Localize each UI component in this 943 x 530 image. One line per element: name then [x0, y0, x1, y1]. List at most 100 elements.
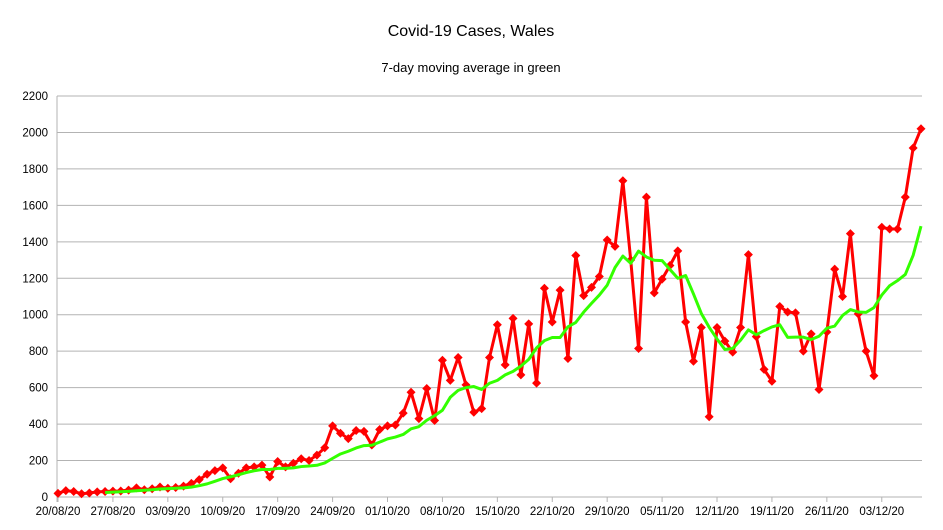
daily-cases-point: [892, 224, 902, 234]
daily-cases-point: [806, 329, 816, 339]
daily-cases-point: [610, 241, 620, 251]
chart-subtitle: 7-day moving average in green: [381, 60, 560, 75]
y-tick-label: 1000: [22, 310, 48, 322]
daily-cases-point: [657, 274, 667, 284]
daily-cases-point: [571, 250, 581, 260]
daily-cases-point: [775, 302, 785, 312]
x-tick-label: 03/12/20: [859, 506, 904, 518]
daily-cases-point: [641, 192, 651, 202]
y-tick-label: 2200: [22, 91, 48, 103]
daily-cases-point: [53, 488, 63, 498]
daily-cases-point: [634, 343, 644, 353]
daily-cases-point: [218, 463, 228, 473]
daily-cases-point: [485, 353, 494, 363]
daily-cases-point: [539, 283, 549, 293]
x-tick-label: 22/10/20: [530, 506, 575, 518]
y-tick-label: 400: [29, 419, 48, 431]
daily-cases-line: [57, 128, 923, 496]
x-tick-label: 19/11/20: [750, 506, 794, 518]
daily-cases-point: [524, 319, 534, 329]
y-tick-label: 1200: [22, 273, 48, 285]
x-tick-label: 15/10/20: [475, 506, 520, 518]
daily-cases-point: [885, 224, 895, 234]
daily-cases-point: [312, 450, 322, 460]
x-tick-label: 03/09/20: [145, 506, 190, 518]
x-tick-label: 20/08/20: [36, 506, 81, 518]
x-axis-tick-labels: 20/08/20 27/08/20 03/09/20 10/09/20 17/09/20…: [36, 506, 905, 518]
daily-cases-point: [790, 308, 800, 318]
x-tick-label: 08/10/20: [420, 506, 465, 518]
daily-cases-point: [877, 222, 887, 232]
daily-cases-point: [688, 356, 698, 366]
daily-cases-point: [61, 486, 71, 496]
x-tick-label: 27/08/20: [91, 506, 136, 518]
daily-cases-point: [414, 414, 424, 424]
y-tick-label: 2000: [22, 127, 48, 139]
daily-cases-point: [69, 487, 79, 497]
daily-cases-point: [210, 466, 220, 476]
daily-cases-point: [453, 353, 463, 363]
daily-cases-point: [508, 313, 518, 323]
daily-cases-point: [516, 370, 526, 380]
daily-cases-point: [673, 246, 683, 256]
x-tick-label: 17/09/20: [255, 506, 300, 518]
daily-cases-point: [77, 489, 87, 499]
daily-cases-point: [736, 322, 746, 332]
daily-cases-point: [696, 322, 706, 332]
x-tick-label: 26/11/20: [805, 506, 849, 518]
y-tick-label: 1600: [22, 200, 48, 212]
daily-cases-point: [704, 412, 714, 422]
daily-cases-point: [202, 469, 212, 479]
daily-cases-point: [304, 456, 314, 466]
y-tick-label: 800: [29, 346, 48, 358]
x-tick-label: 01/10/20: [365, 506, 410, 518]
daily-cases-point: [265, 472, 275, 482]
x-tick-label: 12/11/20: [695, 506, 739, 518]
daily-cases-point: [563, 353, 573, 363]
daily-cases-point: [445, 375, 455, 385]
daily-cases-point: [84, 488, 94, 498]
daily-cases-point: [681, 317, 691, 327]
y-tick-label: 200: [29, 456, 48, 468]
moving-average-line: [105, 225, 923, 494]
daily-cases-point: [618, 176, 628, 186]
daily-cases-point: [335, 428, 345, 438]
chart-title: Covid-19 Cases, Wales: [388, 23, 555, 40]
series: [53, 124, 926, 499]
daily-cases-point: [783, 307, 793, 317]
daily-cases-point: [759, 364, 769, 374]
daily-cases-point: [375, 425, 385, 435]
daily-cases-point: [398, 408, 408, 418]
daily-cases-point: [92, 487, 102, 497]
daily-cases-point: [257, 460, 267, 470]
daily-cases-point: [916, 124, 926, 134]
daily-cases-point: [422, 384, 432, 394]
daily-cases-point: [532, 378, 542, 388]
daily-cases-point: [845, 229, 855, 239]
daily-cases-point: [477, 404, 487, 414]
daily-cases-point: [343, 434, 353, 444]
gridlines: [56, 95, 922, 502]
daily-cases-point: [383, 421, 393, 431]
daily-cases-point: [328, 421, 338, 431]
daily-cases-point: [900, 192, 910, 202]
daily-cases-point: [194, 475, 204, 485]
daily-cases-point: [469, 407, 479, 417]
daily-cases-point: [500, 360, 510, 370]
daily-cases-point: [351, 425, 361, 435]
x-tick-label: 10/09/20: [200, 506, 245, 518]
daily-cases-point: [649, 288, 659, 298]
daily-cases-point: [594, 271, 604, 281]
daily-cases-point: [712, 322, 722, 332]
daily-cases-point: [830, 264, 840, 274]
x-tick-label: 24/09/20: [310, 506, 355, 518]
daily-cases-point: [814, 384, 824, 394]
daily-cases-point: [861, 346, 871, 356]
x-tick-label: 29/10/20: [585, 506, 630, 518]
daily-cases-point: [288, 458, 298, 468]
daily-cases-point: [743, 250, 753, 260]
y-tick-label: 600: [29, 383, 48, 395]
y-tick-label: 1400: [22, 237, 48, 249]
y-axis-tick-labels: 0 200 400 600 800 1000 1200 1400 1600 1800 2000 220…: [22, 91, 48, 504]
